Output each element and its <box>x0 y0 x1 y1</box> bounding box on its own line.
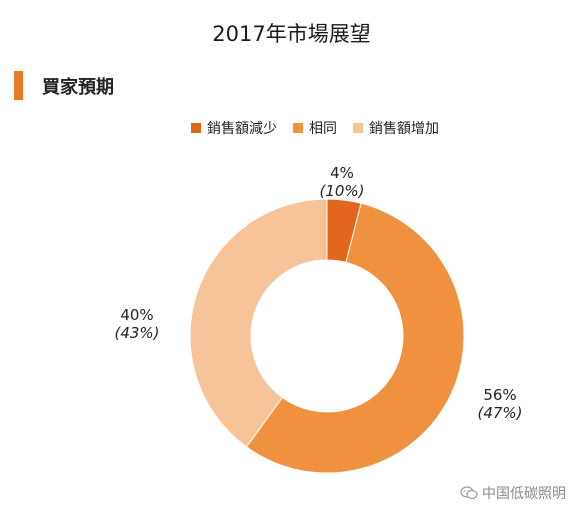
chart-legend: 銷售額減少 相同 銷售額增加 <box>191 118 455 138</box>
watermark-text: 中国低碳照明 <box>482 486 566 502</box>
legend-swatch <box>293 123 303 133</box>
legend-label: 相同 <box>309 121 337 137</box>
section-label: 買家預期 <box>42 77 114 98</box>
prior-data-label: (10%) <box>319 182 364 200</box>
watermark: 中国低碳照明 <box>460 483 566 503</box>
legend-label: 銷售額減少 <box>207 121 277 137</box>
prior-data-label: (43%) <box>114 324 159 342</box>
section-marker <box>14 71 23 100</box>
donut-slice <box>189 198 328 448</box>
prior-data-label: (47%) <box>477 404 522 422</box>
legend-item-increase: 銷售額增加 <box>353 118 439 138</box>
data-label: 40% <box>120 306 153 324</box>
data-label: 4% <box>330 164 354 182</box>
wechat-icon <box>460 486 478 500</box>
legend-swatch <box>191 123 201 133</box>
donut-slice <box>245 202 465 474</box>
legend-label: 銷售額增加 <box>369 121 439 137</box>
data-label: 56% <box>483 386 516 404</box>
chart-title: 2017年市場展望 <box>212 22 371 46</box>
legend-item-same: 相同 <box>293 118 337 138</box>
legend-swatch <box>353 123 363 133</box>
legend-item-decrease: 銷售額減少 <box>191 118 277 138</box>
